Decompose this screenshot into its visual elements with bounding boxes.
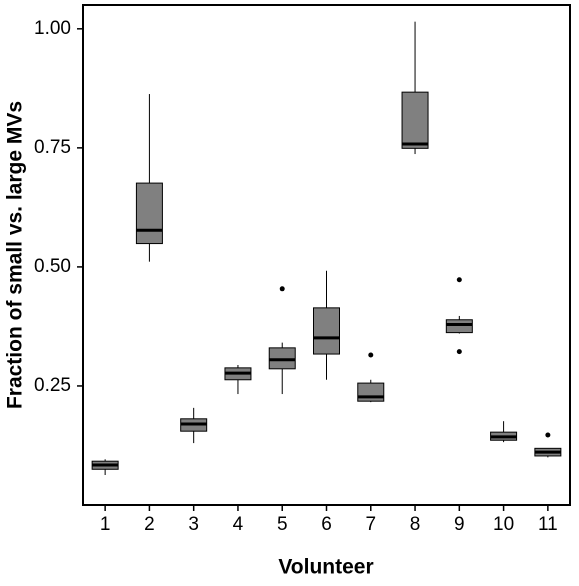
x-tick-label: 1: [100, 514, 111, 535]
x-tick-label: 6: [321, 514, 332, 535]
y-tick-label: 1.00: [34, 18, 71, 39]
x-tick-label: 2: [144, 514, 155, 535]
x-tick-label: 4: [233, 514, 244, 535]
x-tick-label: 5: [277, 514, 288, 535]
outlier: [279, 286, 285, 292]
x-tick-label: 11: [538, 514, 558, 535]
y-tick-label: 0.50: [34, 256, 71, 277]
outlier: [545, 432, 551, 438]
y-tick-label: 0.75: [34, 137, 71, 158]
outlier: [456, 277, 462, 283]
x-tick-label: 7: [365, 514, 376, 535]
x-tick-label: 3: [188, 514, 199, 535]
x-tick-label: 8: [410, 514, 421, 535]
x-tick-label: 10: [493, 514, 514, 535]
y-tick-label: 0.25: [34, 375, 71, 396]
y-axis-title: Fraction of small vs. large MVs: [4, 101, 27, 409]
plot-frame: [82, 4, 571, 506]
box: [135, 182, 163, 245]
x-tick-label: 9: [454, 514, 465, 535]
outlier: [456, 349, 462, 355]
box: [401, 91, 429, 149]
outlier: [368, 352, 374, 358]
x-axis-title: Volunteer: [278, 556, 373, 579]
box: [445, 319, 473, 334]
box: [313, 307, 340, 355]
box: [357, 382, 385, 402]
